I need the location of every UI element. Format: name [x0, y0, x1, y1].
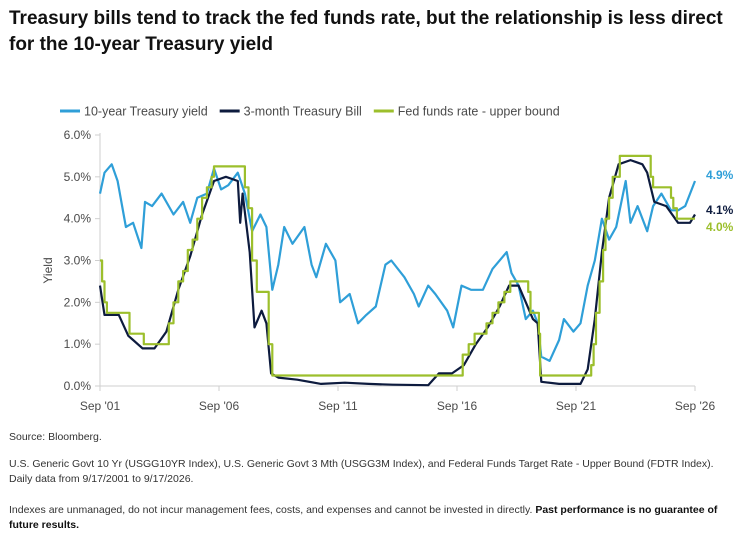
disclaimer-text: Indexes are unmanaged, do not incur mana… — [9, 504, 533, 516]
y-tick-label: 4.0% — [64, 212, 92, 226]
line-chart: 10-year Treasury yield 3-month Treasury B… — [41, 105, 734, 414]
end-labels: 4.9% 4.1% 4.0% — [706, 168, 734, 234]
end-value-label: 4.0% — [706, 220, 734, 234]
y-tick-label: 0.0% — [64, 379, 92, 393]
end-value-label: 4.1% — [706, 203, 734, 217]
x-axis: Sep '01 Sep '06 Sep '11 Sep '16 Sep '21 Sep '… — [80, 385, 716, 413]
y-axis: 0.0% 1.0% 2.0% 3.0% 4.0% 5.0% 6.0% Yield — [41, 128, 101, 393]
end-value-label: 4.9% — [706, 168, 734, 182]
series-line — [100, 154, 695, 377]
x-tick-label: Sep '21 — [556, 399, 597, 413]
disclaimer: Indexes are unmanaged, do not incur mana… — [9, 503, 734, 533]
series-line — [98, 159, 696, 387]
x-tick-label: Sep '06 — [199, 399, 240, 413]
y-axis-title: Yield — [41, 257, 55, 283]
legend-label: 10-year Treasury yield — [84, 105, 208, 119]
y-tick-label: 1.0% — [64, 337, 92, 351]
y-tick-label: 6.0% — [64, 128, 92, 142]
x-tick-label: Sep '26 — [675, 399, 716, 413]
y-tick-label: 3.0% — [64, 254, 92, 268]
legend-label: 3-month Treasury Bill — [244, 105, 362, 119]
x-tick-label: Sep '11 — [318, 399, 358, 413]
x-tick-label: Sep '01 — [80, 399, 121, 413]
x-tick-label: Sep '16 — [437, 399, 478, 413]
source-note: Source: Bloomberg. — [9, 431, 102, 443]
chart-title: Treasury bills tend to track the fed fun… — [9, 8, 723, 55]
chart-legend: 10-year Treasury yield 3-month Treasury B… — [60, 105, 560, 119]
y-tick-label: 2.0% — [64, 295, 92, 309]
y-tick-label: 5.0% — [64, 170, 92, 184]
index-note: U.S. Generic Govt 10 Yr (USGG10YR Index)… — [9, 458, 714, 485]
series-line — [98, 163, 697, 362]
plot-area — [98, 154, 697, 387]
legend-label: Fed funds rate - upper bound — [398, 105, 560, 119]
disclaimer-bold-text: Past performance is no guarantee of futu… — [9, 504, 718, 531]
